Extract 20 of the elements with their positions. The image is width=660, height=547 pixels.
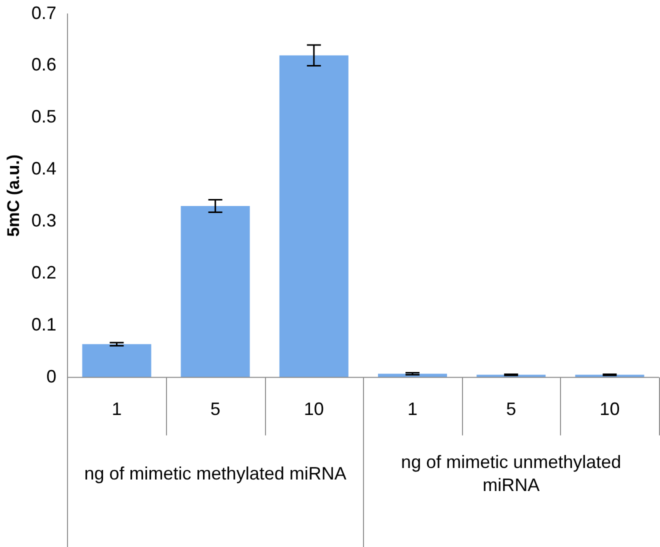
bar xyxy=(279,55,348,378)
x-tick-label: 1 xyxy=(408,399,418,420)
y-tick-label: 0.7 xyxy=(31,2,56,23)
text: ng of mimetic methylated miRNA xyxy=(84,463,346,484)
y-tick-label: 0.6 xyxy=(31,54,56,75)
y-tick-label: 0 xyxy=(46,366,56,386)
y-tick-label: 0.4 xyxy=(31,158,56,179)
x-tick-label: 10 xyxy=(600,399,620,420)
bar xyxy=(82,344,152,378)
x-tick-label: 1 xyxy=(112,399,122,420)
y-tick-label: 0.2 xyxy=(31,262,56,282)
x-tick-label: 5 xyxy=(210,399,220,420)
y-axis-title: 5mC (a.u.) xyxy=(4,154,23,237)
text: ng of mimetic unmethylated miRNA xyxy=(401,452,622,495)
bar xyxy=(180,206,250,378)
y-tick-label: 0.5 xyxy=(31,106,56,127)
y-tick-label: 0.3 xyxy=(31,210,56,231)
x-tick-label: 10 xyxy=(304,399,324,420)
y-tick-label: 0.1 xyxy=(31,314,56,334)
x-tick-label: 5 xyxy=(506,399,516,420)
